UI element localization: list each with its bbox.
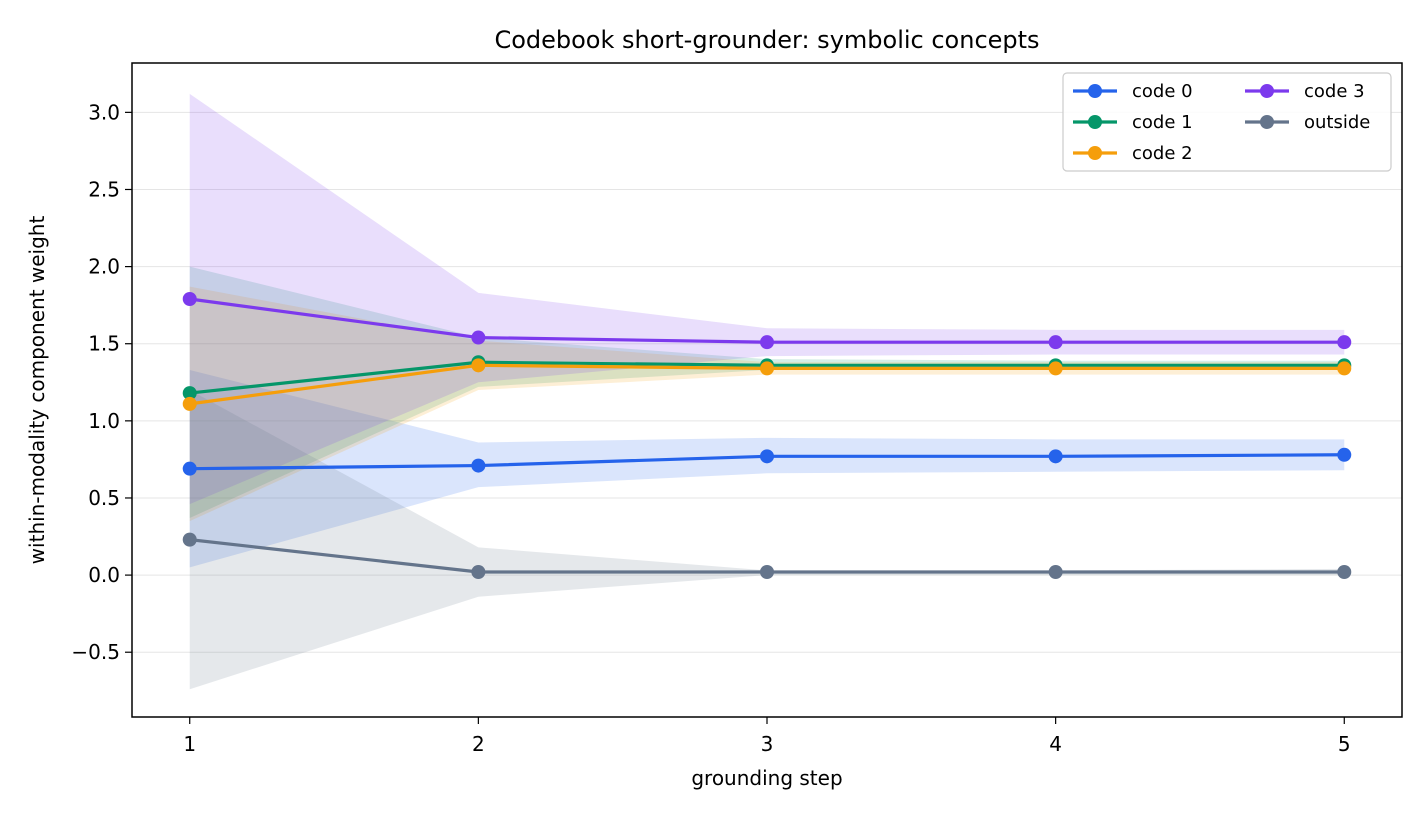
chart-title: Codebook short-grounder: symbolic concep…	[494, 26, 1039, 54]
point-code-2	[471, 358, 486, 373]
legend-label: code 1	[1132, 112, 1193, 133]
legend: code 0 code 1 code 2 code 3 outside	[1062, 72, 1392, 172]
y-tick-label: 2.5	[88, 177, 120, 201]
legend-item: code 0	[1073, 81, 1193, 102]
legend-label: code 2	[1132, 143, 1193, 164]
legend-item: outside	[1245, 112, 1370, 133]
point-code-1	[182, 386, 197, 401]
point-outside	[1337, 565, 1352, 580]
y-tick-label: −0.5	[71, 640, 120, 664]
legend-label: code 0	[1132, 81, 1193, 102]
legend-item: code 2	[1073, 143, 1193, 164]
x-axis-label: grounding step	[691, 766, 842, 790]
x-tick-label: 1	[183, 732, 196, 756]
point-outside	[471, 565, 486, 580]
point-code-3	[1337, 335, 1352, 350]
point-code-0	[1048, 449, 1063, 464]
band-code-3	[189, 93, 1345, 505]
band-outside	[189, 390, 1345, 690]
band-code-1	[189, 266, 1345, 519]
legend-marker	[1260, 115, 1274, 129]
legend-item: code 1	[1073, 112, 1193, 133]
band-code-0	[189, 369, 1345, 568]
point-code-3	[182, 291, 197, 306]
point-code-3	[760, 335, 774, 350]
confidence-bands	[189, 93, 1345, 690]
point-outside	[1048, 565, 1063, 580]
y-tick-label: 0.5	[88, 486, 120, 510]
legend-label: outside	[1304, 112, 1370, 133]
y-tick-label: 0.0	[88, 563, 120, 587]
point-code-0	[471, 458, 486, 473]
point-code-3	[471, 330, 486, 345]
legend-item: code 3	[1245, 81, 1365, 102]
legend-label: code 3	[1304, 81, 1365, 102]
legend-marker	[1260, 84, 1274, 98]
y-tick-label: 1.0	[88, 409, 120, 433]
point-outside	[760, 565, 774, 580]
y-axis-label: within-modality component weight	[25, 216, 49, 565]
point-outside	[182, 532, 197, 547]
point-code-0	[182, 461, 197, 476]
point-code-2	[760, 361, 774, 376]
legend-marker	[1088, 115, 1102, 129]
y-tick-label: 3.0	[88, 100, 120, 124]
legend-marker	[1088, 146, 1102, 160]
legend-marker	[1088, 84, 1102, 98]
point-code-2	[1337, 361, 1352, 376]
x-axis-ticks: 1 2 3 4 5	[183, 717, 1351, 756]
x-tick-label: 3	[761, 732, 774, 756]
point-code-3	[1048, 335, 1063, 350]
point-code-2	[1048, 361, 1063, 376]
band-code-2	[189, 286, 1345, 522]
y-tick-label: 1.5	[88, 332, 120, 356]
point-code-0	[760, 449, 774, 464]
x-tick-label: 2	[472, 732, 485, 756]
x-tick-label: 5	[1338, 732, 1351, 756]
y-tick-label: 2.0	[88, 255, 120, 279]
y-axis-ticks: −0.5 0.0 0.5 1.0 1.5 2.0 2.5 3.0	[71, 100, 132, 664]
legend-box	[1062, 72, 1392, 172]
x-tick-label: 4	[1049, 732, 1062, 756]
point-code-2	[182, 396, 197, 411]
series-points	[182, 291, 1352, 580]
point-code-0	[1337, 447, 1352, 462]
